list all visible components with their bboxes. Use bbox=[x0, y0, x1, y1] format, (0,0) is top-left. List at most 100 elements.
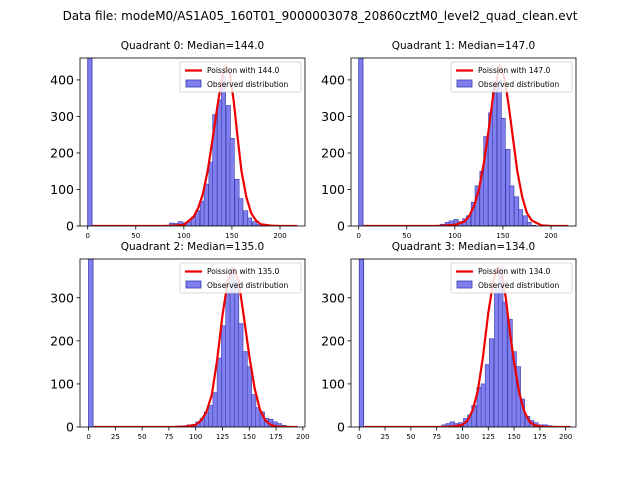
x-tick-label: 100 bbox=[189, 433, 202, 441]
x-tick-label: 75 bbox=[432, 433, 441, 441]
x-tick-label: 0 bbox=[85, 232, 89, 240]
subplot-title: Quadrant 3: Median=134.0 bbox=[392, 241, 535, 253]
axes-frame bbox=[79, 258, 306, 428]
x-tick-label: 50 bbox=[138, 433, 147, 441]
y-tick-label: 200 bbox=[50, 333, 74, 348]
y-tick-label: 400 bbox=[50, 72, 74, 87]
x-tick-label: 0 bbox=[86, 433, 90, 441]
x-tick-label: 75 bbox=[164, 433, 173, 441]
x-tick-label: 175 bbox=[533, 433, 546, 441]
x-tick-label: 200 bbox=[273, 232, 286, 240]
histogram-bar bbox=[221, 325, 227, 427]
x-tick-label: 200 bbox=[544, 232, 557, 240]
histogram-bar bbox=[489, 338, 495, 427]
histogram-bar bbox=[87, 58, 93, 226]
legend-bar-swatch bbox=[456, 280, 473, 289]
plot-area bbox=[358, 58, 569, 226]
legend-label-observed: Observed distribution bbox=[207, 80, 288, 89]
y-tick-label: 200 bbox=[321, 145, 345, 160]
x-tick-label: 25 bbox=[381, 433, 390, 441]
y-tick-label: 0 bbox=[337, 420, 345, 435]
x-tick-label: 25 bbox=[111, 433, 120, 441]
x-tick-label: 100 bbox=[177, 232, 190, 240]
legend-box bbox=[450, 61, 573, 93]
x-tick-label: 200 bbox=[296, 433, 309, 441]
y-tick-label: 200 bbox=[50, 145, 74, 160]
histogram-bar bbox=[247, 217, 252, 226]
histogram-bar bbox=[509, 185, 515, 226]
legend-box bbox=[450, 262, 573, 294]
y-tick-label: 300 bbox=[50, 109, 74, 124]
y-tick-label: 100 bbox=[50, 376, 74, 391]
legend-label-observed: Observed distribution bbox=[207, 281, 288, 290]
histogram-bar bbox=[492, 85, 497, 226]
subplot-title: Quadrant 1: Median=147.0 bbox=[392, 40, 535, 52]
x-tick-label: 150 bbox=[507, 433, 520, 441]
subplot-quadrant-3: Quadrant 3: Median=134.0 0 100 200 300 0 25 50 7… bbox=[321, 241, 577, 441]
x-tick-label: 175 bbox=[269, 433, 282, 441]
x-tick-label: 150 bbox=[243, 433, 256, 441]
histogram-bar bbox=[208, 405, 214, 427]
legend: Poission with 147.0 Observed distribution bbox=[450, 61, 573, 93]
histogram-bar bbox=[242, 351, 248, 427]
legend-label-fit: Poission with 135.0 bbox=[207, 267, 280, 276]
histogram-bar bbox=[212, 114, 218, 226]
histogram-bar bbox=[238, 198, 244, 226]
histogram-bar bbox=[233, 280, 240, 427]
subplot-quadrant-0: Quadrant 0: Median=144.0 0 100 200 300 400 0 50… bbox=[50, 40, 306, 240]
legend-box bbox=[179, 262, 302, 294]
legend-label-fit: Poission with 147.0 bbox=[478, 66, 551, 75]
axes-frame bbox=[350, 258, 577, 428]
histogram-bar bbox=[225, 291, 231, 427]
histogram-bar bbox=[251, 394, 257, 427]
legend: Poission with 134.0 Observed distribution bbox=[450, 262, 573, 294]
histogram-bar bbox=[212, 392, 218, 427]
histogram-bar bbox=[480, 383, 486, 427]
legend-bar-swatch bbox=[185, 280, 202, 289]
x-tick-label: 125 bbox=[482, 433, 495, 441]
histogram-bar bbox=[221, 75, 226, 226]
legend-label-observed: Observed distribution bbox=[478, 281, 559, 290]
x-tick-label: 50 bbox=[406, 433, 415, 441]
x-tick-label: 200 bbox=[559, 433, 572, 441]
subplot-title: Quadrant 0: Median=144.0 bbox=[121, 40, 264, 52]
x-tick-label: 150 bbox=[496, 232, 509, 240]
histogram-bar bbox=[238, 323, 244, 427]
histogram-bar bbox=[484, 364, 490, 427]
histogram-bar bbox=[358, 58, 364, 226]
x-tick-label: 50 bbox=[402, 232, 411, 240]
subplots: Quadrant 0: Median=144.0 0 100 200 300 400 0 50… bbox=[50, 40, 577, 441]
x-tick-label: 0 bbox=[356, 232, 360, 240]
x-tick-label: 150 bbox=[225, 232, 238, 240]
y-tick-label: 300 bbox=[321, 109, 345, 124]
subplot-title: Quadrant 2: Median=135.0 bbox=[121, 241, 264, 253]
y-tick-label: 100 bbox=[321, 376, 345, 391]
x-tick-label: 50 bbox=[131, 232, 140, 240]
histogram-bar bbox=[526, 222, 532, 226]
y-tick-label: 100 bbox=[321, 182, 345, 197]
legend-bar-swatch bbox=[456, 79, 473, 88]
figure-title: Data file: modeM0/AS1A05_160T01_90000030… bbox=[63, 9, 578, 23]
legend-label-fit: Poission with 144.0 bbox=[207, 66, 280, 75]
legend-label-observed: Observed distribution bbox=[478, 80, 559, 89]
subplot-quadrant-1: Quadrant 1: Median=147.0 0 100 200 300 400 0 50… bbox=[321, 40, 577, 240]
histogram-bar bbox=[494, 288, 500, 427]
y-tick-label: 400 bbox=[321, 72, 345, 87]
y-tick-label: 300 bbox=[50, 290, 74, 305]
histogram-bar bbox=[203, 183, 209, 226]
histogram-bar bbox=[88, 259, 94, 427]
legend-label-fit: Poission with 134.0 bbox=[478, 267, 551, 276]
subplot-quadrant-2: Quadrant 2: Median=135.0 0 100 200 300 0 25 50 7… bbox=[50, 241, 309, 441]
plot-area bbox=[358, 259, 571, 427]
histogram-bar bbox=[502, 301, 508, 427]
histogram-bar bbox=[483, 136, 489, 226]
x-tick-label: 100 bbox=[456, 433, 469, 441]
y-tick-label: 0 bbox=[66, 219, 74, 234]
x-tick-label: 100 bbox=[448, 232, 461, 240]
y-tick-label: 0 bbox=[66, 420, 74, 435]
legend: Poission with 135.0 Observed distribution bbox=[179, 262, 302, 294]
y-tick-label: 300 bbox=[321, 290, 345, 305]
x-tick-label: 125 bbox=[216, 433, 229, 441]
axes-frame bbox=[79, 57, 306, 227]
